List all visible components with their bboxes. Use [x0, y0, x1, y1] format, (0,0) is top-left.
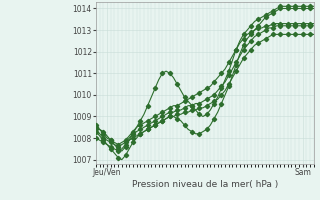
- X-axis label: Pression niveau de la mer( hPa ): Pression niveau de la mer( hPa ): [132, 180, 278, 189]
